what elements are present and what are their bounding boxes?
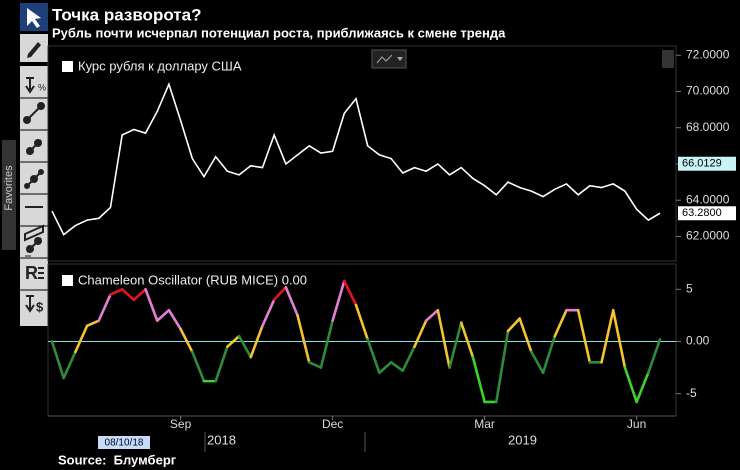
oscillator-segment: [272, 285, 288, 302]
oscillator-segment: [214, 345, 229, 383]
y-tick-label: 72.0000: [686, 47, 730, 61]
chart-type-button[interactable]: [371, 49, 407, 69]
oscillator-segment: [50, 340, 65, 380]
legend-swatch: [62, 275, 73, 286]
x-tick-label: Dec: [322, 417, 343, 431]
svg-text:$: $: [36, 299, 44, 314]
oscillator-segment: [261, 298, 276, 328]
oscillator-segment: [448, 321, 463, 369]
x-tick-label: Jun: [627, 417, 646, 431]
y-tick-label: 0.00: [686, 334, 710, 348]
oscillator-segment: [167, 308, 182, 331]
oscillator-segment: [506, 317, 521, 333]
oscillator-segment: [319, 319, 334, 369]
oscillator-segment: [413, 319, 428, 349]
price-line: [51, 81, 661, 236]
oscillator-segment: [144, 288, 159, 322]
price-tag: [678, 206, 736, 221]
oscillator-segment: [541, 334, 557, 375]
oscillator-segment: [424, 308, 440, 322]
scroll-button[interactable]: [662, 50, 674, 68]
subtitle: Рубль почти исчерпал потенциал роста, пр…: [52, 25, 506, 40]
y-tick-label: 70.0000: [686, 84, 730, 98]
oscillator-segment: [343, 279, 358, 307]
oscillator-segment: [226, 334, 241, 349]
y-tick-label: -5: [686, 386, 697, 400]
favorites-tab[interactable]: [2, 140, 16, 250]
price-tag-label: 63.2800: [682, 207, 722, 219]
oscillator-segment: [378, 361, 393, 375]
oscillator-segment: [296, 314, 311, 364]
oscillator-segment: [191, 350, 206, 383]
oscillator-segment: [495, 329, 510, 404]
oscillator-segment: [518, 317, 533, 354]
legend-swatch: [62, 61, 73, 72]
title: Точка разворота?: [52, 5, 201, 24]
date-badge: [98, 436, 150, 449]
legend-label: Курс рубля к доллару США: [78, 58, 242, 73]
oscillator-segment: [249, 324, 264, 359]
oscillator-segment: [576, 308, 592, 364]
price-tag-label: 66.0129: [682, 158, 722, 170]
legend-label: Chameleon Oscillator (RUB MICE) 0.00: [78, 272, 307, 287]
oscillator-segment: [179, 327, 194, 354]
oscillator-segment: [132, 288, 147, 302]
oscillator-segment: [331, 279, 346, 322]
y-tick-label: 62.0000: [686, 229, 730, 243]
oscillator-segment: [647, 338, 662, 375]
oscillator-segment: [471, 355, 486, 404]
year-label: 2018: [207, 432, 236, 447]
oscillator-segment: [366, 338, 381, 375]
y-tick-label: 68.0000: [686, 120, 730, 134]
oscillator-segment: [530, 350, 545, 375]
oscillator-segment: [109, 288, 124, 296]
year-label: 2019: [508, 432, 537, 447]
oscillator-segment: [436, 308, 451, 369]
y-tick-label: 64.0000: [686, 192, 730, 206]
oscillator-segment: [307, 361, 323, 369]
svg-text:%: %: [38, 82, 46, 92]
oscillator-segment: [623, 366, 638, 404]
y-tick-label: 5: [686, 282, 693, 296]
x-tick-label: Sep: [170, 417, 192, 431]
oscillator-segment: [284, 285, 299, 317]
oscillator-segment: [120, 288, 136, 302]
oscillator-segment: [97, 293, 112, 322]
oscillator-segment: [553, 308, 568, 338]
drawing-tools: [20, 66, 48, 326]
oscillator-segment: [635, 371, 650, 404]
date-badge-label: 08/10/18: [105, 438, 144, 449]
oscillator-segment: [600, 308, 615, 364]
oscillator-segment: [389, 361, 405, 372]
favorites-label: Favorites: [3, 165, 15, 211]
x-tick-label: Mar: [474, 417, 495, 431]
toolbar: % R $ Favorites: [2, 3, 48, 326]
oscillator-segment: [354, 303, 369, 341]
oscillator-segment: [62, 350, 77, 380]
svg-text:R: R: [25, 263, 38, 283]
oscillator-segment: [611, 308, 627, 369]
price-panel: [47, 45, 677, 262]
price-tag: [678, 156, 736, 171]
source: Source: Блумберг: [58, 452, 177, 467]
oscillator-segment: [237, 334, 253, 359]
oscillator-segment: [85, 319, 101, 328]
oscillator-segment: [74, 324, 89, 354]
oscillator-segment: [459, 321, 475, 359]
oscillator-segment: [401, 345, 416, 372]
oscillator-segment: [155, 308, 171, 322]
